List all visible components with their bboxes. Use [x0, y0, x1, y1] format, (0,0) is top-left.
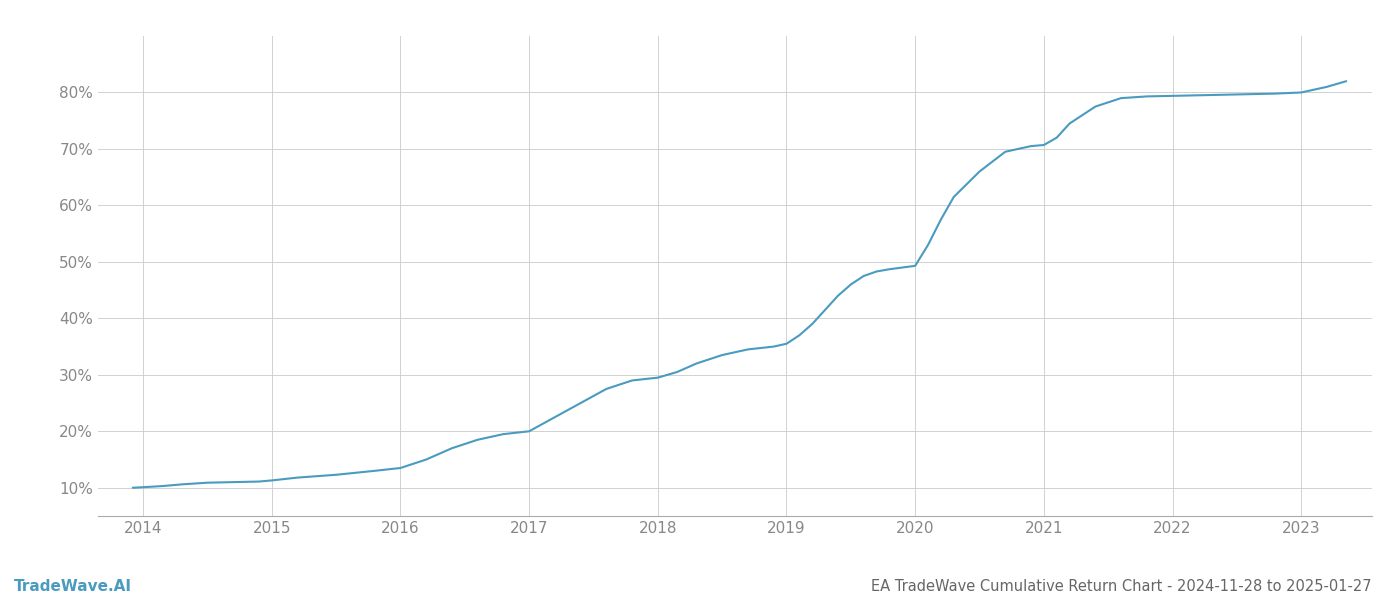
Text: EA TradeWave Cumulative Return Chart - 2024-11-28 to 2025-01-27: EA TradeWave Cumulative Return Chart - 2… [871, 579, 1372, 594]
Text: TradeWave.AI: TradeWave.AI [14, 579, 132, 594]
